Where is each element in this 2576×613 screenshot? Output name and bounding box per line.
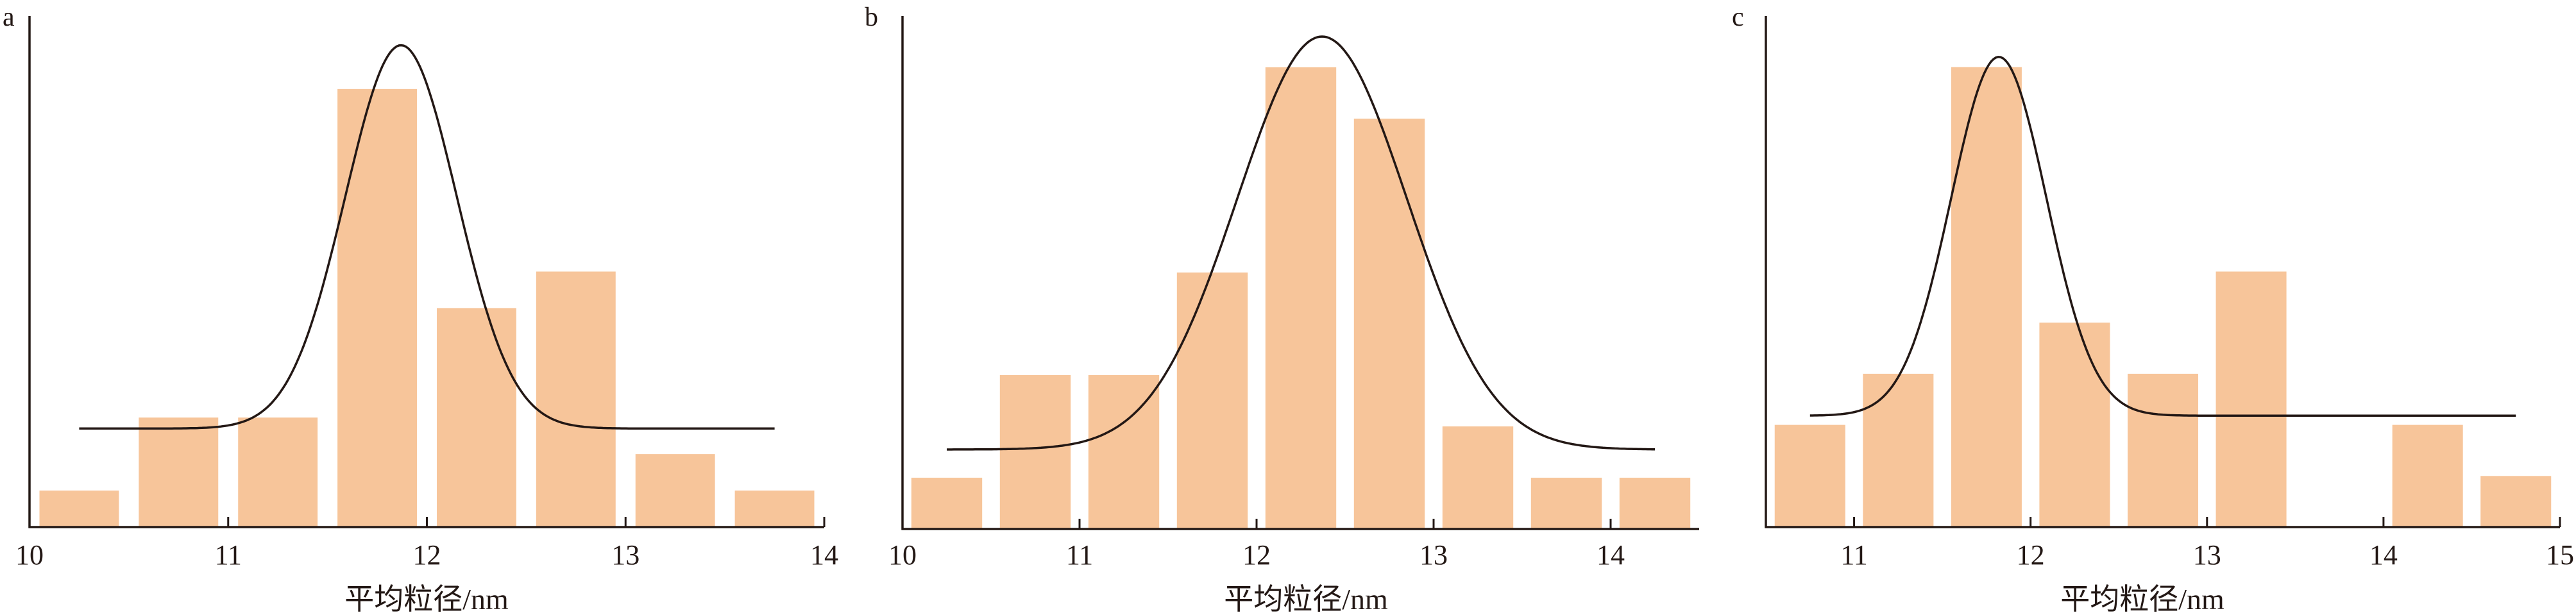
x-tick-label: 12 [1242, 539, 1271, 571]
x-tick-label: 11 [1840, 539, 1867, 571]
histogram-bar [911, 478, 983, 529]
fit-curve [1809, 56, 2516, 417]
histogram-bar [1530, 478, 1602, 529]
histogram-bar [734, 491, 815, 527]
histogram-bar [39, 491, 119, 527]
panel-label: b [865, 3, 878, 32]
x-tick-label: 14 [1597, 539, 1625, 571]
x-axis-title: 平均粒径/nm [2060, 583, 2224, 613]
x-tick-label: 15 [2546, 539, 2574, 571]
x-tick-label: 13 [611, 539, 640, 571]
x-tick-label: 14 [810, 539, 838, 571]
histogram-bar [1176, 273, 1248, 529]
histogram-bar [238, 417, 318, 527]
histogram-bar [436, 308, 516, 527]
histogram-bar [337, 88, 418, 527]
x-tick-label: 11 [215, 539, 242, 571]
x-tick-label: 12 [2017, 539, 2045, 571]
x-tick-label: 12 [413, 539, 441, 571]
x-tick-label: 10 [888, 539, 917, 571]
x-tick-label: 13 [1419, 539, 1448, 571]
histogram-bar [2392, 424, 2463, 527]
histogram-bar [536, 271, 616, 527]
panel-a: 10 11 12 13 14 a 平均粒径/nm [3, 3, 838, 613]
panel-b: 10 11 12 13 14 b 平均粒径/nm [865, 3, 1699, 613]
x-axis-title: 平均粒径/nm [344, 583, 509, 613]
histogram-bar [2216, 271, 2287, 527]
x-axis-title: 平均粒径/nm [1224, 583, 1388, 613]
panel-label: a [3, 3, 15, 32]
fit-curve [79, 44, 775, 430]
histogram-bar [1353, 119, 1425, 529]
histogram-bar [1619, 478, 1691, 529]
x-tick-label: 10 [15, 539, 44, 571]
histogram-bar [999, 375, 1071, 529]
panel-label: c [1732, 3, 1744, 32]
histogram-bar [1265, 67, 1337, 529]
panel-c: 11 12 13 14 15 c 平均粒径/nm [1732, 3, 2574, 613]
histogram-bar [2480, 476, 2552, 527]
histogram-bar [2039, 323, 2110, 527]
x-tick-label: 11 [1066, 539, 1093, 571]
fit-curve [947, 35, 1655, 451]
histogram-bar [635, 454, 715, 527]
histogram-bar [2127, 373, 2199, 527]
histogram-bar [1442, 426, 1514, 529]
histogram-bar [1863, 373, 1934, 527]
histogram-bar [139, 417, 219, 527]
histogram-bar [1951, 67, 2022, 527]
x-tick-label: 14 [2369, 539, 2398, 571]
histogram-bar [1774, 424, 1845, 527]
x-tick-label: 13 [2193, 539, 2221, 571]
